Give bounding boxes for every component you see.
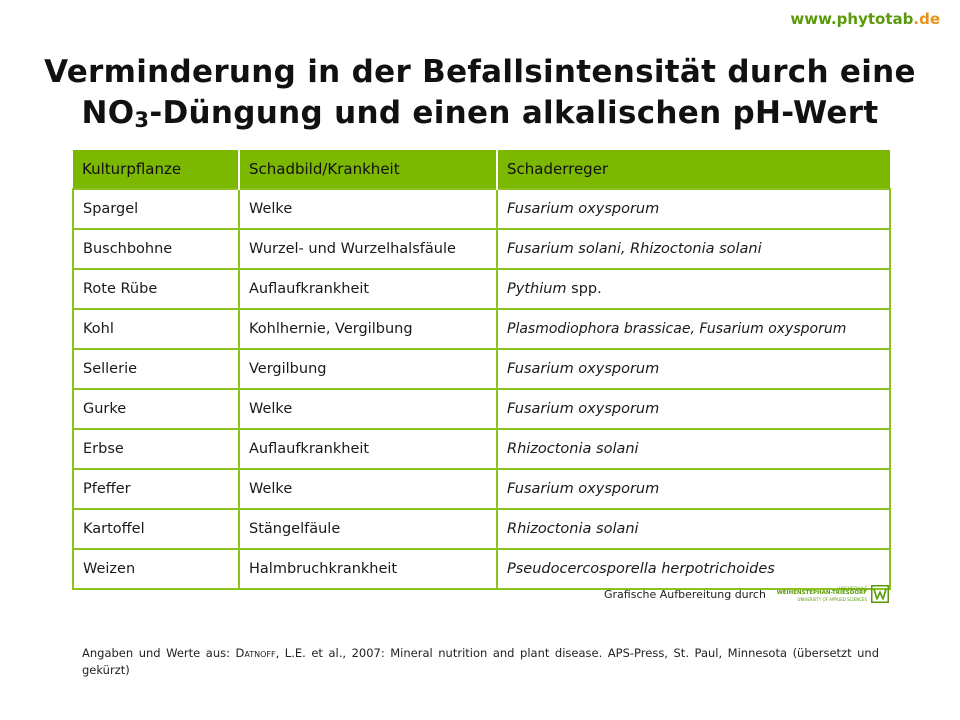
- hswt-logo-icon: [871, 585, 889, 603]
- cell-symptom: Welke: [238, 188, 498, 230]
- header-pathogen: Schaderreger: [496, 150, 890, 189]
- cell-crop: Pfeffer: [72, 468, 240, 510]
- cell-crop: Gurke: [72, 388, 240, 430]
- cell-symptom: Auflaufkrankheit: [238, 428, 498, 470]
- cell-symptom: Welke: [238, 388, 498, 430]
- cell-crop: Weizen: [72, 548, 240, 590]
- title-line-1: Verminderung in der Befallsintensität du…: [44, 54, 916, 90]
- cell-pathogen: Fusarium oxysporum: [496, 188, 891, 230]
- pathogen-name: Pythium: [507, 281, 567, 297]
- source-author: Datnoff: [235, 646, 276, 660]
- pathogen-name: Fusarium oxysporum: [507, 401, 660, 417]
- cell-pathogen: Rhizoctonia solani: [496, 508, 891, 550]
- table-row: Kohl Kohlhernie, Vergilbung Plasmodiopho…: [72, 308, 891, 350]
- pathogen-name: Rhizoctonia solani: [507, 441, 639, 457]
- pathogen-name: Fusarium oxysporum: [507, 481, 660, 497]
- cell-pathogen: Fusarium oxysporum: [496, 348, 891, 390]
- source-rest: , L.E. et al., 2007: Mineral nutrition a…: [82, 646, 879, 677]
- source-citation: Angaben und Werte aus: Datnoff, L.E. et …: [82, 645, 879, 679]
- pathogen-name: Fusarium oxysporum: [507, 201, 660, 217]
- cell-pathogen: Plasmodiophora brassicae, Fusarium oxysp…: [496, 308, 891, 350]
- cell-pathogen: Fusarium oxysporum: [496, 388, 891, 430]
- cell-symptom: Vergilbung: [238, 348, 498, 390]
- pathogen-name: Rhizoctonia solani: [507, 521, 639, 537]
- table-row: Spargel Welke Fusarium oxysporum: [72, 188, 891, 230]
- hswt-logo[interactable]: HOCHSCHULE WEIHENSTEPHAN-TRIESDORF UNIVE…: [772, 583, 890, 605]
- table-row: Gurke Welke Fusarium oxysporum: [72, 388, 891, 430]
- cell-crop: Kartoffel: [72, 508, 240, 550]
- cell-pathogen: Pythium spp.: [496, 268, 891, 310]
- table-row: Weizen Halmbruchkrankheit Pseudocercospo…: [72, 548, 891, 590]
- header-symptom: Schadbild/Krankheit: [238, 150, 497, 189]
- logo-line-2: WEIHENSTEPHAN-TRIESDORF: [776, 590, 867, 597]
- source-prefix: Angaben und Werte aus:: [82, 646, 236, 660]
- cell-symptom: Wurzel- und Wurzelhalsfäule: [238, 228, 498, 270]
- cell-pathogen: Rhizoctonia solani: [496, 428, 891, 470]
- cell-symptom: Halmbruchkrankheit: [238, 548, 498, 590]
- logo-line-1: HOCHSCHULE: [839, 585, 867, 591]
- page-title: Verminderung in der Befallsintensität du…: [40, 52, 920, 134]
- table-header-row: Kulturpflanze Schadbild/Krankheit Schade…: [73, 150, 890, 189]
- cell-crop: Kohl: [72, 308, 240, 350]
- logo-text: HOCHSCHULE WEIHENSTEPHAN-TRIESDORF UNIVE…: [772, 586, 867, 603]
- pathogen-name: Fusarium solani, Rhizoctonia solani: [507, 241, 762, 257]
- cell-pathogen: Pseudocercosporella herpotrichoides: [496, 548, 891, 590]
- title-rest: -Düngung und einen alkalischen pH-Wert: [149, 95, 879, 131]
- table-row: Sellerie Vergilbung Fusarium oxysporum: [72, 348, 891, 390]
- cell-pathogen: Fusarium solani, Rhizoctonia solani: [496, 228, 891, 270]
- logo-line-3: UNIVERSITY OF APPLIED SCIENCES: [797, 596, 867, 602]
- cell-symptom: Welke: [238, 468, 498, 510]
- title-no: NO: [81, 95, 135, 131]
- cell-symptom: Auflaufkrankheit: [238, 268, 498, 310]
- cell-crop: Sellerie: [72, 348, 240, 390]
- table-row: Kartoffel Stängelfäule Rhizoctonia solan…: [72, 508, 891, 550]
- pathogen-name: Fusarium oxysporum: [507, 361, 660, 377]
- cell-crop: Erbse: [72, 428, 240, 470]
- cell-crop: Buschbohne: [72, 228, 240, 270]
- disease-table: Kulturpflanze Schadbild/Krankheit Schade…: [72, 150, 891, 590]
- table-row: Rote Rübe Auflaufkrankheit Pythium spp.: [72, 268, 891, 310]
- table-row: Pfeffer Welke Fusarium oxysporum: [72, 468, 891, 510]
- title-subscript: 3: [134, 108, 150, 132]
- table-row: Buschbohne Wurzel- und Wurzelhalsfäule F…: [72, 228, 891, 270]
- site-url[interactable]: www.phytotab.de: [790, 10, 940, 28]
- site-url-tld: .de: [913, 10, 940, 28]
- site-url-main: www.phytotab: [790, 10, 914, 28]
- credit-text: Grafische Aufbereitung durch: [604, 588, 766, 601]
- cell-symptom: Stängelfäule: [238, 508, 498, 550]
- pathogen-suffix: spp.: [566, 281, 602, 297]
- pathogen-name: Plasmodiophora brassicae, Fusarium oxysp…: [507, 321, 847, 337]
- title-line-2: NO3-Düngung und einen alkalischen pH-Wer…: [40, 93, 920, 134]
- table-row: Erbse Auflaufkrankheit Rhizoctonia solan…: [72, 428, 891, 470]
- cell-symptom: Kohlhernie, Vergilbung: [238, 308, 498, 350]
- cell-pathogen: Fusarium oxysporum: [496, 468, 891, 510]
- cell-crop: Spargel: [72, 188, 240, 230]
- header-crop: Kulturpflanze: [73, 150, 239, 189]
- pathogen-name: Pseudocercosporella herpotrichoides: [507, 561, 775, 577]
- cell-crop: Rote Rübe: [72, 268, 240, 310]
